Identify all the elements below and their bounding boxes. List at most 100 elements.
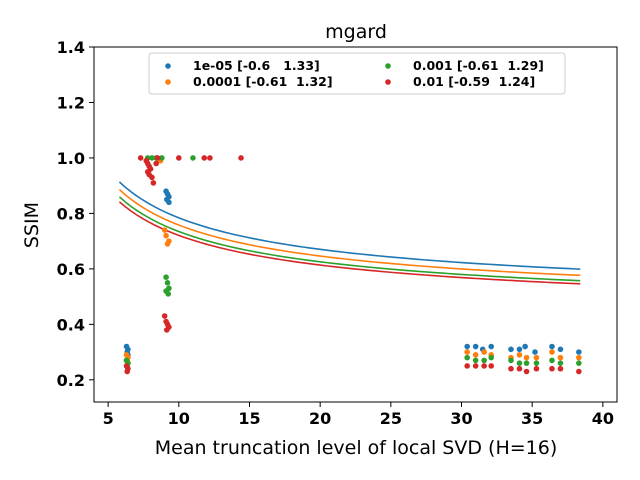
data-point <box>464 343 470 350</box>
legend-entry-label: 1e-05 [-0.6 1.33] <box>193 58 320 73</box>
data-point <box>488 354 494 361</box>
data-point <box>576 360 582 366</box>
data-point <box>557 360 564 366</box>
data-point <box>508 357 514 364</box>
data-point <box>207 155 213 161</box>
data-point <box>164 279 171 286</box>
fit-line <box>118 189 581 277</box>
data-point <box>549 349 555 355</box>
data-point <box>557 365 564 372</box>
data-point <box>472 352 479 358</box>
x-tick-label: 35 <box>521 409 543 428</box>
data-point <box>488 363 494 369</box>
data-point <box>238 155 244 161</box>
x-tick-label: 25 <box>380 409 402 428</box>
y-tick-label: 0.2 <box>57 371 85 390</box>
data-point <box>481 349 487 355</box>
data-point <box>576 349 582 355</box>
legend-marker <box>165 63 171 69</box>
data-point <box>532 349 538 355</box>
data-point <box>576 368 582 375</box>
data-point <box>488 343 494 350</box>
data-point <box>464 354 470 361</box>
data-point <box>516 365 523 372</box>
y-tick-label: 1.4 <box>57 38 85 57</box>
legend-marker <box>385 79 391 85</box>
data-point <box>137 155 144 161</box>
data-point <box>150 180 157 186</box>
x-tick-label: 10 <box>168 409 190 428</box>
data-point <box>166 199 172 206</box>
plot-area-frame <box>93 46 618 403</box>
data-point <box>190 155 196 161</box>
legend-entry-label: 0.001 [-0.61 1.29] <box>413 58 544 73</box>
data-point <box>481 363 487 369</box>
y-tick-label: 1.2 <box>57 93 85 112</box>
data-point <box>481 357 487 364</box>
data-point <box>533 354 540 361</box>
y-tick-label: 0.6 <box>57 260 85 279</box>
data-point <box>149 174 155 181</box>
data-point <box>533 360 540 366</box>
y-axis-label: SSIM <box>21 202 43 248</box>
fit-line <box>118 196 581 282</box>
data-point <box>472 343 479 350</box>
data-point <box>464 363 470 369</box>
data-point <box>176 155 182 161</box>
data-point <box>557 354 564 361</box>
data-point <box>576 354 582 361</box>
legend-frame <box>148 52 566 95</box>
x-axis-label: Mean truncation level of local SVD (H=16… <box>155 437 558 459</box>
data-point <box>163 327 170 333</box>
y-axis: 0.2 0.4 0.6 0.8 1.0 1.2 1.4 <box>57 38 94 390</box>
data-point <box>149 155 155 161</box>
fit-line <box>118 181 581 270</box>
x-tick-label: 30 <box>450 409 472 428</box>
data-point <box>163 274 169 280</box>
legend: 1e-05 [-0.6 1.33]0.0001 [-0.61 1.32] 0.00… <box>148 52 566 95</box>
data-point <box>549 365 555 372</box>
legend-entry-label: 0.01 [-0.59 1.24] <box>413 74 535 89</box>
y-tick-label: 0.8 <box>57 204 85 223</box>
data-point <box>124 368 131 375</box>
data-point <box>549 357 555 364</box>
x-tick-label: 15 <box>238 409 260 428</box>
data-point <box>516 346 523 353</box>
data-point <box>523 354 530 361</box>
data-point <box>557 346 564 353</box>
data-point <box>523 360 530 366</box>
data-point <box>516 352 523 358</box>
x-tick-label: 40 <box>592 409 614 428</box>
data-point <box>472 363 479 369</box>
data-point <box>153 160 159 167</box>
data-point <box>549 343 555 350</box>
x-axis: 5 10 15 20 25 30 35 40 <box>103 402 614 428</box>
data-point <box>508 346 514 353</box>
data-point <box>161 227 168 233</box>
legend-marker <box>165 79 171 85</box>
fit-line <box>118 201 581 285</box>
data-point <box>159 155 165 161</box>
x-tick-label: 5 <box>103 409 114 428</box>
data-point <box>161 313 168 319</box>
data-point <box>163 232 169 239</box>
data-point <box>523 368 530 375</box>
legend-entry-label: 0.0001 [-0.61 1.32] <box>193 74 333 89</box>
legend-marker <box>385 63 391 69</box>
data-point <box>522 343 528 350</box>
data-point <box>472 357 479 364</box>
data-point <box>154 155 161 161</box>
data-point <box>201 155 208 161</box>
data-point <box>516 360 523 366</box>
chart-title: mgard <box>325 21 387 43</box>
x-tick-label: 20 <box>309 409 331 428</box>
data-point <box>464 349 470 355</box>
y-tick-label: 0.4 <box>57 315 85 334</box>
data-point <box>508 365 514 372</box>
fit-lines <box>118 181 581 285</box>
data-point <box>533 365 540 372</box>
data-point <box>164 241 171 247</box>
data-point <box>165 291 172 297</box>
y-tick-label: 1.0 <box>57 149 85 168</box>
